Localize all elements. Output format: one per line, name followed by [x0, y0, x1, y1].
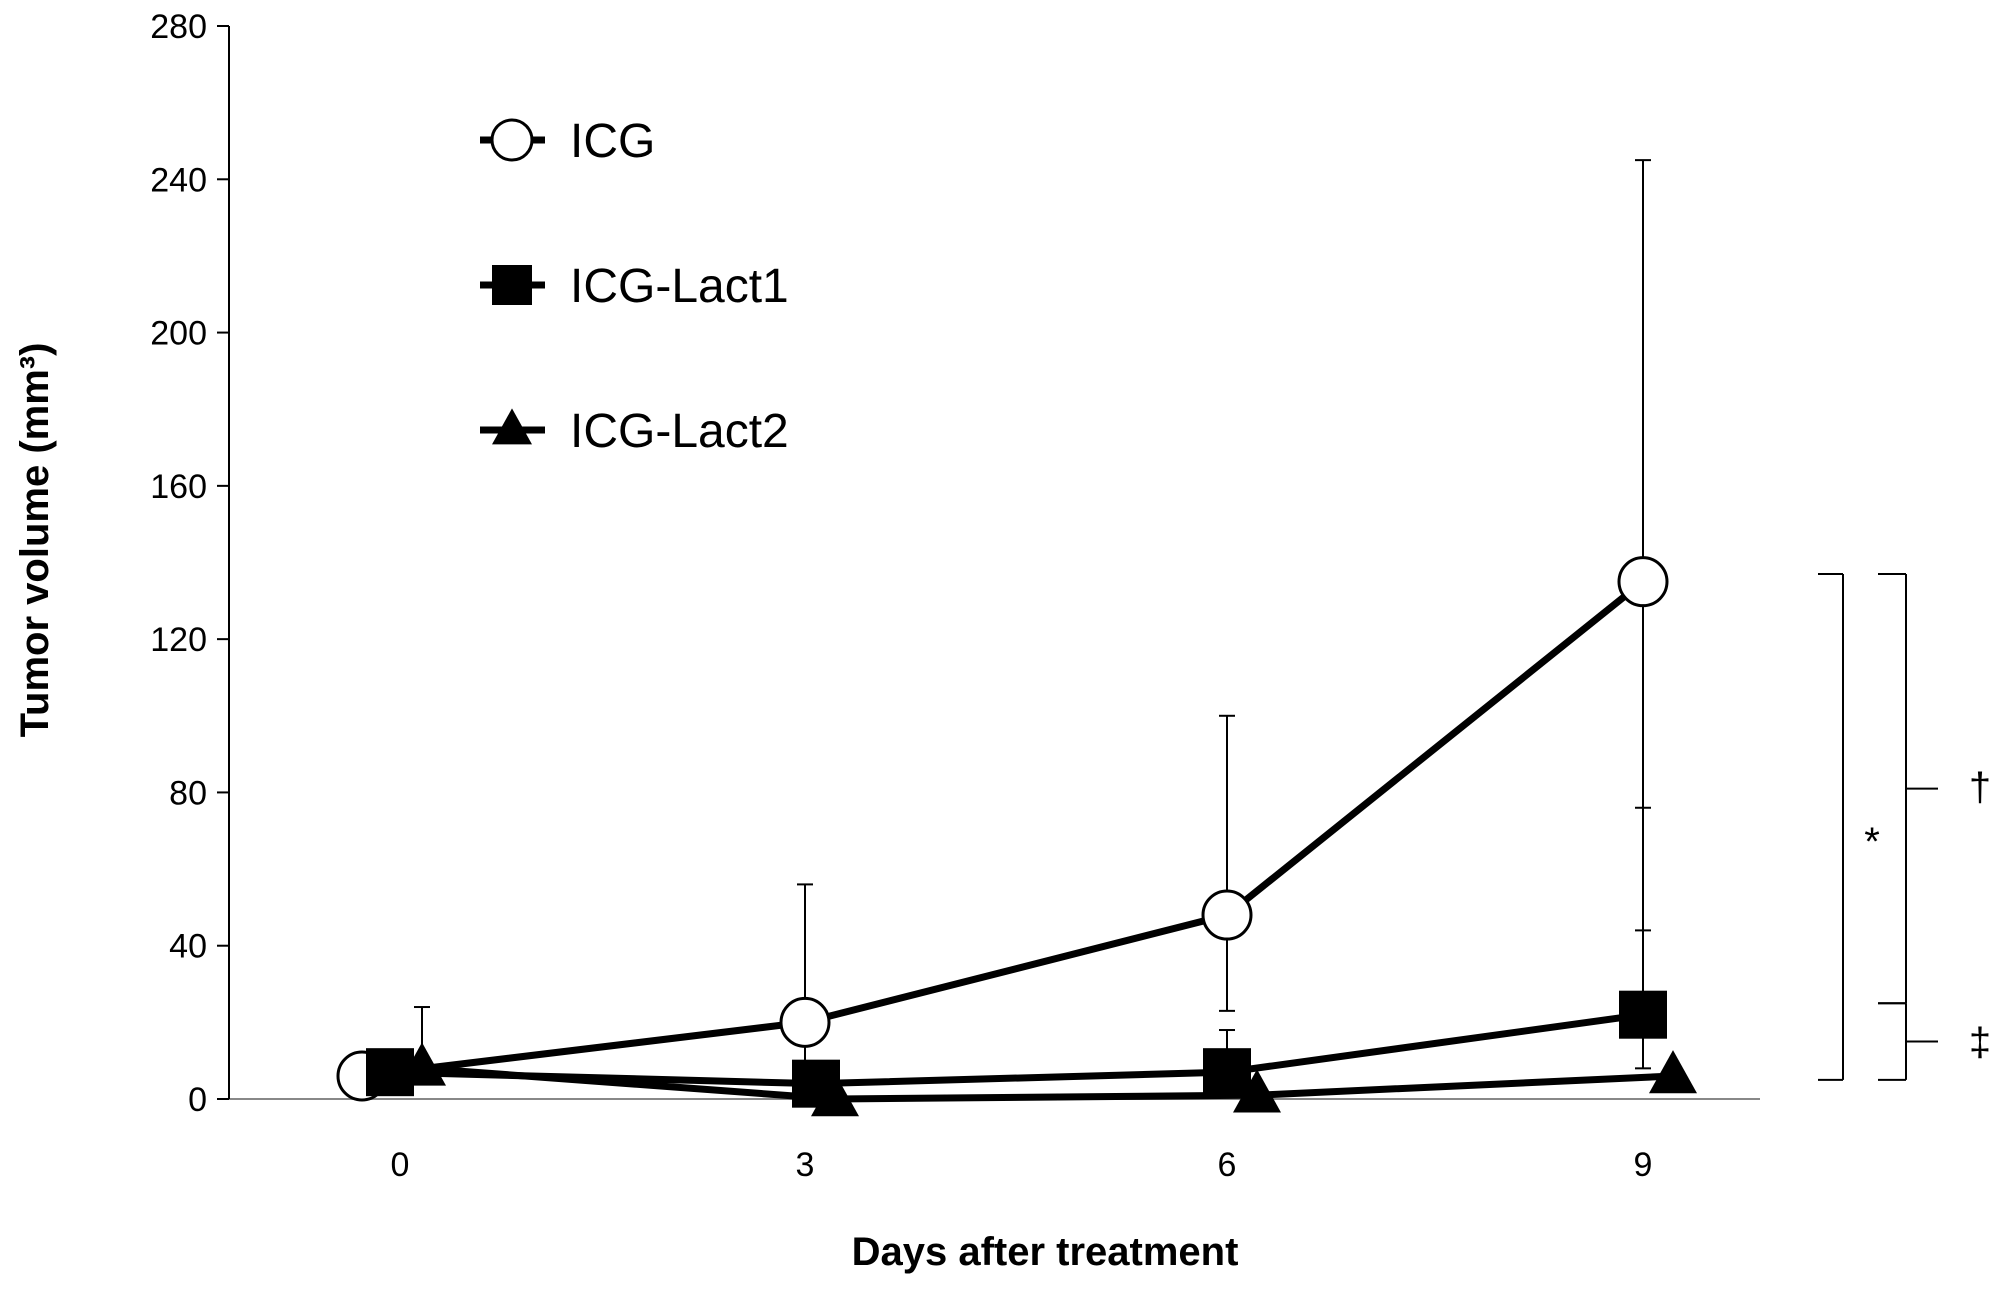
data-point-icg-lact2: [398, 1042, 446, 1086]
data-point-icg: [779, 996, 831, 1048]
series-lines: [361, 578, 1674, 1103]
y-tick-label: 120: [150, 621, 207, 659]
series-line-icg: [361, 578, 1646, 1080]
data-point-icg-lact1: [1619, 990, 1667, 1039]
data-point-icg-lact2: [1649, 1050, 1697, 1094]
data-point-icg-lact1: [1203, 1048, 1251, 1097]
x-tick-label: 6: [1218, 1146, 1237, 1184]
y-tick-label: 0: [188, 1081, 207, 1119]
y-tick-label: 240: [150, 161, 207, 199]
legend-label: ICG-Lact2: [570, 405, 789, 458]
axes: 0 40 80 120 160 200 240 280 0 3 6 9: [150, 8, 1760, 1184]
series-line-icg-lact2: [421, 1064, 1674, 1103]
x-tick-label: 9: [1634, 1146, 1653, 1184]
legend: ICG ICG-Lact1 ICG-Lact2: [480, 115, 789, 458]
data-point-icg-lact2: [1233, 1069, 1281, 1113]
legend-marker-icg-lact1: [492, 265, 532, 305]
y-tick-label: 160: [150, 468, 207, 506]
data-point-icg: [1617, 556, 1669, 608]
error-bars: [354, 159, 1651, 1077]
y-tick-label: 280: [150, 8, 207, 46]
legend-label: ICG-Lact1: [570, 260, 789, 313]
legend-marker-icg-lact2: [492, 408, 532, 445]
significance-brackets: * † ‡: [1818, 572, 1991, 1081]
x-tick-label: 0: [391, 1146, 410, 1184]
y-tick-label: 40: [169, 928, 207, 966]
axis-titles: Days after treatment Tumor volume (mm³): [13, 343, 1238, 1274]
x-axis-title: Days after treatment: [852, 1230, 1239, 1274]
series-line-icg-lact1: [389, 1011, 1644, 1088]
legend-marker-icg: [490, 118, 534, 162]
x-tick-label: 3: [796, 1146, 815, 1184]
legend-label: ICG: [570, 115, 655, 168]
y-tick-label: 80: [169, 774, 207, 812]
significance-label: ‡: [1969, 1021, 1991, 1065]
significance-label: †: [1969, 766, 1991, 810]
y-tick-label: 200: [150, 315, 207, 353]
series-markers: [336, 556, 1697, 1117]
y-axis-title: Tumor volume (mm³): [13, 343, 57, 738]
data-point-icg-lact2: [811, 1073, 859, 1117]
data-point-icg: [1201, 889, 1253, 941]
significance-label: *: [1864, 820, 1880, 864]
